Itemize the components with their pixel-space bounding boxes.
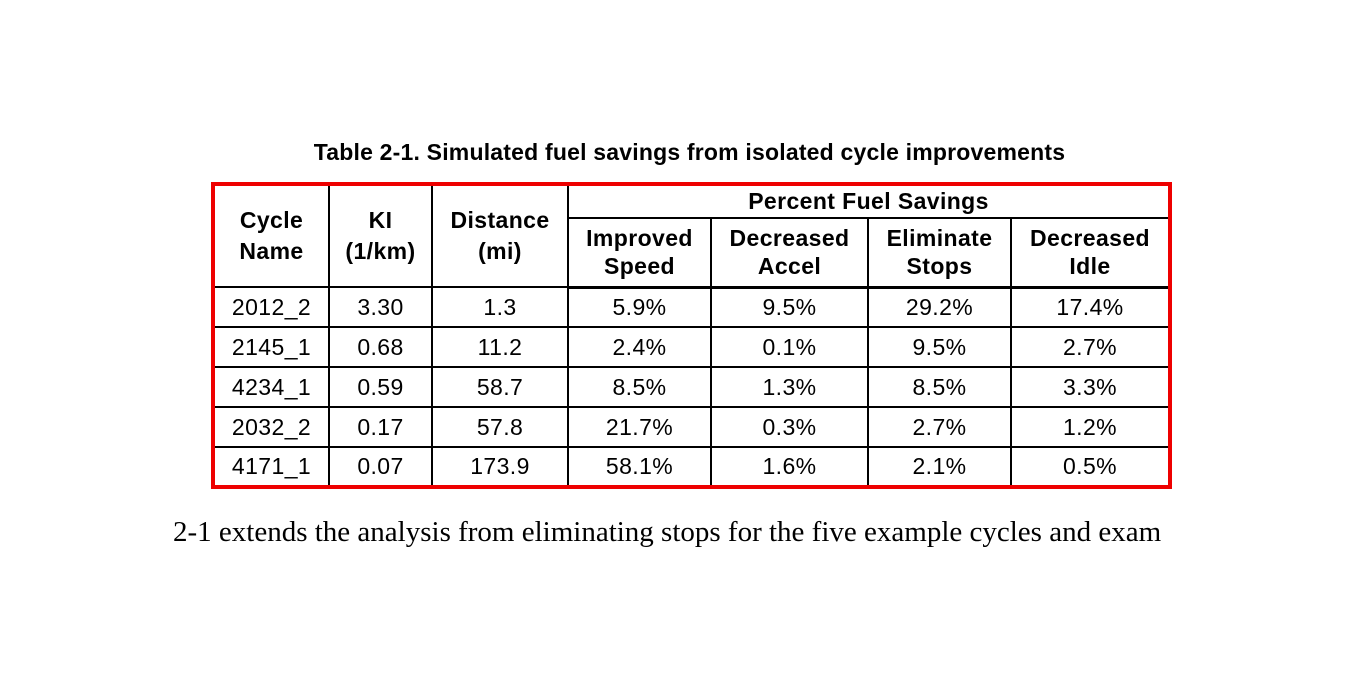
- table-row: 4171_1 0.07 173.9 58.1% 1.6% 2.1% 0.5%: [212, 446, 1172, 488]
- cell-improved-speed: 5.9%: [567, 286, 712, 328]
- cell-cycle-name: 2032_2: [212, 406, 330, 448]
- cell-cycle-name: 4171_1: [212, 446, 330, 488]
- cell-decreased-accel: 1.3%: [710, 366, 869, 408]
- column-header-ki: KI (1/km): [328, 183, 433, 288]
- header-line: Distance: [450, 207, 550, 233]
- cell-eliminate-stops: 2.7%: [867, 406, 1012, 448]
- header-line: Speed: [603, 253, 676, 280]
- cell-decreased-idle: 0.5%: [1009, 446, 1172, 488]
- cell-improved-speed: 58.1%: [567, 446, 712, 488]
- fuel-savings-table: Cycle Name KI (1/km) Distance (mi) Perce…: [211, 182, 1173, 489]
- column-header-decreased-idle: Decreased Idle: [1009, 217, 1172, 289]
- cell-eliminate-stops: 2.1%: [867, 446, 1012, 488]
- table-row: 2012_2 3.30 1.3 5.9% 9.5% 29.2% 17.4%: [212, 286, 1172, 328]
- cell-eliminate-stops: 9.5%: [867, 326, 1012, 368]
- cell-decreased-idle: 3.3%: [1009, 366, 1172, 408]
- column-header-distance: Distance (mi): [431, 183, 569, 288]
- header-line: (mi): [478, 238, 522, 264]
- cell-distance: 11.2: [431, 326, 569, 368]
- header-line: Stops: [906, 253, 973, 280]
- header-line: Decreased: [1030, 225, 1150, 252]
- cell-distance: 1.3: [431, 286, 569, 328]
- header-line: Decreased: [729, 225, 850, 252]
- cell-eliminate-stops: 29.2%: [867, 286, 1012, 328]
- cell-ki: 0.59: [328, 366, 433, 408]
- column-header-decreased-accel: Decreased Accel: [710, 217, 869, 289]
- table-row: 4234_1 0.59 58.7 8.5% 1.3% 8.5% 3.3%: [212, 366, 1172, 408]
- cell-improved-speed: 8.5%: [567, 366, 712, 408]
- cell-ki: 0.68: [328, 326, 433, 368]
- cell-distance: 57.8: [431, 406, 569, 448]
- column-header-improved-speed: Improved Speed: [567, 217, 712, 289]
- header-line: Cycle: [239, 207, 304, 233]
- group-header-percent-fuel-savings: Percent Fuel Savings: [566, 183, 1172, 219]
- header-band-row: Cycle Name KI (1/km) Distance (mi) Perce…: [212, 183, 1172, 288]
- cell-ki: 3.30: [328, 286, 433, 328]
- table-row: 2032_2 0.17 57.8 21.7% 0.3% 2.7% 1.2%: [212, 406, 1172, 448]
- header-line: Idle: [1069, 253, 1111, 280]
- header-line: (1/km): [345, 238, 416, 264]
- cell-decreased-idle: 2.7%: [1009, 326, 1172, 368]
- cell-decreased-accel: 0.1%: [710, 326, 869, 368]
- cell-distance: 58.7: [431, 366, 569, 408]
- header-line: Eliminate: [886, 225, 993, 252]
- body-text: 2-1 extends the analysis from eliminatin…: [173, 516, 1162, 548]
- header-line: Improved: [586, 225, 693, 252]
- cell-cycle-name: 2012_2: [212, 286, 330, 328]
- cell-ki: 0.07: [328, 446, 433, 488]
- column-header-eliminate-stops: Eliminate Stops: [867, 217, 1012, 289]
- table-caption: Table 2-1. Simulated fuel savings from i…: [313, 139, 1066, 165]
- cell-decreased-accel: 9.5%: [710, 286, 869, 328]
- cell-distance: 173.9: [431, 446, 569, 488]
- cell-cycle-name: 4234_1: [212, 366, 330, 408]
- cell-decreased-idle: 17.4%: [1009, 286, 1172, 328]
- cell-decreased-accel: 1.6%: [710, 446, 869, 488]
- cell-decreased-accel: 0.3%: [710, 406, 869, 448]
- header-line: Name: [239, 238, 304, 264]
- table-row: 2145_1 0.68 11.2 2.4% 0.1% 9.5% 2.7%: [212, 326, 1172, 368]
- header-line: Accel: [757, 253, 822, 280]
- header-sub-row: Improved Speed Decreased Accel Eliminate…: [213, 217, 1172, 289]
- cell-improved-speed: 2.4%: [567, 326, 712, 368]
- column-header-cycle-name: Cycle Name: [212, 183, 330, 288]
- cell-decreased-idle: 1.2%: [1009, 406, 1172, 448]
- header-line: KI: [368, 207, 393, 233]
- cell-ki: 0.17: [328, 406, 433, 448]
- cell-improved-speed: 21.7%: [567, 406, 712, 448]
- cell-cycle-name: 2145_1: [212, 326, 330, 368]
- cell-eliminate-stops: 8.5%: [867, 366, 1012, 408]
